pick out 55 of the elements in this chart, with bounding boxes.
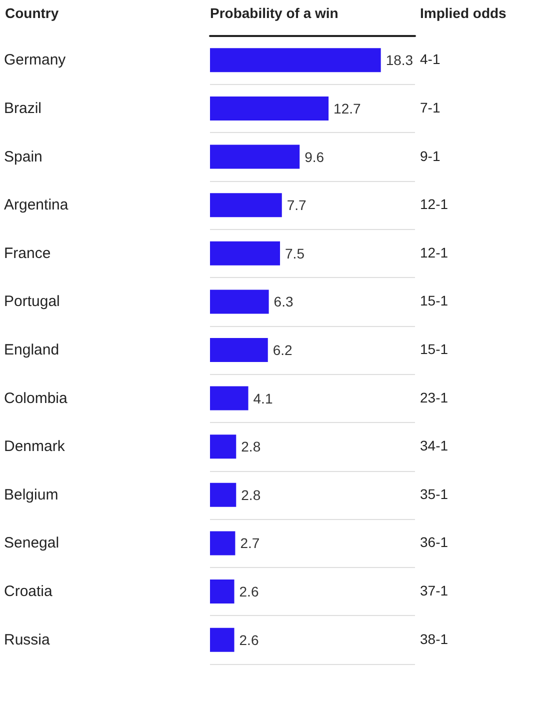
data-label: 9.6 xyxy=(304,148,324,165)
data-label: 7.5 xyxy=(285,245,305,262)
data-label: 12.7 xyxy=(334,100,362,116)
bar xyxy=(210,628,234,652)
y-tick-label: Senegal xyxy=(4,534,60,552)
data-label: 7.7 xyxy=(286,197,307,214)
text: 9-1 xyxy=(420,148,440,164)
y-tick-label: France xyxy=(4,244,51,262)
y-tick-label: Russia xyxy=(4,631,51,648)
data-label: 4.1 xyxy=(253,390,273,406)
y-tick-label: Brazil xyxy=(4,100,42,117)
text: 36-1 xyxy=(420,534,448,550)
data-label: 2.8 xyxy=(241,438,261,455)
data-label: 2.6 xyxy=(239,632,259,648)
data-label: 2.8 xyxy=(241,486,261,503)
y-tick-label: Denmark xyxy=(4,438,66,456)
data-label: 2.7 xyxy=(240,535,260,552)
data-label: 6.2 xyxy=(272,342,293,358)
y2-axis-title: Implied odds xyxy=(420,5,507,21)
text: 4-1 xyxy=(420,51,440,68)
text: 15-1 xyxy=(420,292,448,309)
bar xyxy=(210,193,282,218)
text: 12-1 xyxy=(420,196,448,212)
data-label: 2.6 xyxy=(239,584,259,600)
text: 35-1 xyxy=(420,486,448,502)
bar xyxy=(210,241,280,266)
bar xyxy=(210,96,329,120)
y-tick-label: Belgium xyxy=(4,486,58,504)
y-tick-label: Spain xyxy=(4,148,42,166)
text: 38-1 xyxy=(420,630,448,647)
y-tick-label: Germany xyxy=(4,52,66,69)
text: 7-1 xyxy=(420,99,440,116)
y-tick-label: Portugal xyxy=(4,293,60,310)
bar xyxy=(210,434,236,459)
bar xyxy=(210,482,236,507)
text: 15-1 xyxy=(420,341,448,357)
y-axis-title: Country xyxy=(5,5,59,21)
text: 37-1 xyxy=(420,582,448,599)
bar xyxy=(210,48,381,72)
text: 23-1 xyxy=(420,389,448,406)
text: 12-1 xyxy=(420,244,448,260)
bar xyxy=(210,580,234,604)
bar xyxy=(210,386,248,410)
y-tick-label: Croatia xyxy=(4,583,54,600)
x-axis-title: Probability of a win xyxy=(210,5,338,21)
bar xyxy=(210,290,269,314)
y-tick-label: Argentina xyxy=(4,196,69,214)
bar xyxy=(210,531,236,556)
y-tick-label: England xyxy=(4,342,60,358)
data-label: 6.3 xyxy=(274,294,294,310)
bar xyxy=(210,338,268,362)
data-label: 18.3 xyxy=(386,52,414,68)
text: 34-1 xyxy=(420,438,448,454)
bar xyxy=(210,144,300,169)
y-tick-label: Colombia xyxy=(4,390,68,407)
